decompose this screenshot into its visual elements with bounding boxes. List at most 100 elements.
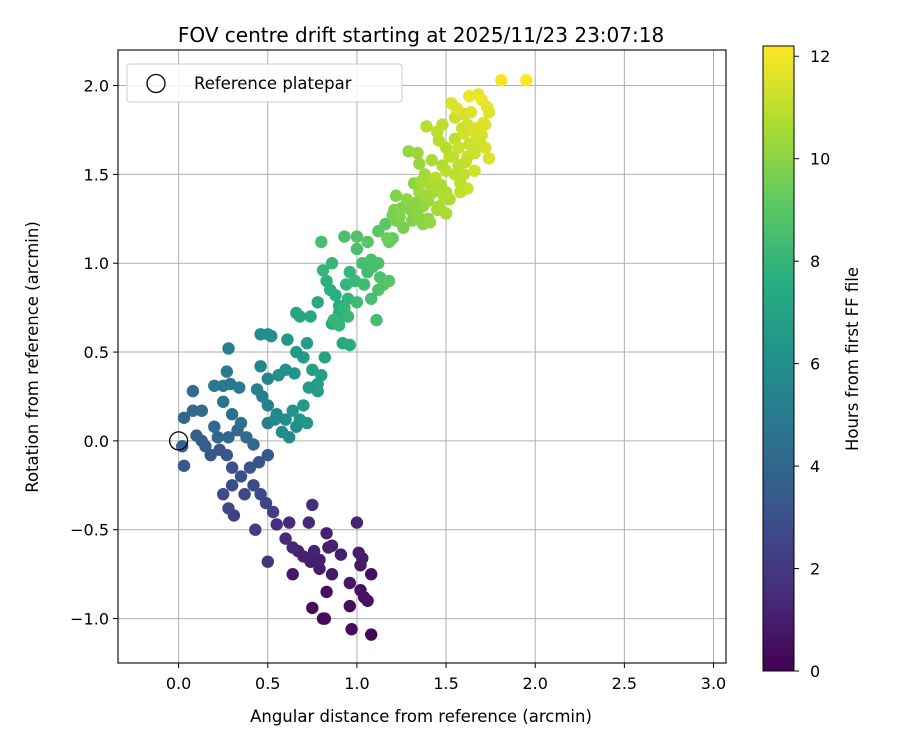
data-point	[316, 264, 330, 277]
y-tick-label: 0.5	[84, 343, 109, 362]
data-point	[365, 568, 378, 581]
colorbar-tick-label: 2	[810, 560, 820, 579]
colorbar-tick-label: 0	[810, 662, 820, 681]
data-point	[217, 395, 230, 408]
data-point	[475, 93, 488, 107]
data-point	[313, 562, 326, 575]
data-point	[306, 601, 319, 615]
y-axis-ticks: −1.0 −0.5 0.0 0.5 1.0 1.5 2.0	[70, 77, 118, 629]
data-point	[279, 413, 292, 426]
x-tick-label: 1.5	[433, 674, 458, 693]
data-point	[261, 555, 274, 568]
data-point	[350, 230, 364, 243]
y-tick-label: 1.5	[84, 165, 109, 184]
data-point	[397, 221, 410, 234]
y-tick-label: −1.0	[70, 610, 109, 629]
colorbar-ticks: 0 2 4 6 8 10 12	[794, 47, 830, 681]
data-point	[297, 399, 310, 412]
data-point	[413, 157, 426, 170]
data-point	[304, 310, 317, 323]
data-point	[463, 90, 476, 103]
data-point	[454, 185, 467, 199]
colorbar-gradient	[762, 45, 795, 672]
data-point	[247, 479, 260, 492]
data-point	[249, 523, 262, 536]
data-point	[208, 420, 221, 433]
x-tick-label: 3.0	[701, 674, 726, 693]
data-point	[340, 278, 353, 291]
data-point	[324, 283, 337, 297]
data-point	[302, 516, 315, 529]
x-tick-label: 2.5	[612, 674, 637, 693]
colorbar-label: Hours from first FF file	[843, 267, 862, 451]
data-point	[222, 502, 235, 515]
colorbar-tick-label: 6	[810, 355, 820, 374]
data-point	[250, 383, 264, 396]
data-point	[211, 431, 224, 444]
x-axis-label: Angular distance from reference (arcmin)	[250, 707, 592, 726]
data-point	[382, 274, 396, 288]
data-point	[473, 136, 487, 149]
data-point	[464, 106, 478, 119]
data-point	[265, 329, 278, 343]
x-axis-ticks: 0.0 0.5 1.0 1.5 2.0 2.5 3.0	[166, 663, 726, 693]
data-point	[338, 301, 351, 314]
data-point	[315, 235, 328, 249]
data-point	[261, 372, 274, 385]
data-point	[423, 216, 437, 229]
data-point	[297, 351, 310, 364]
data-point	[186, 384, 200, 398]
data-point	[438, 191, 451, 204]
data-point	[272, 369, 285, 382]
data-point	[243, 461, 257, 474]
data-point	[425, 154, 438, 167]
data-point	[306, 498, 319, 512]
data-point	[409, 203, 422, 217]
data-point	[252, 456, 266, 469]
data-point	[343, 265, 356, 279]
data-point	[195, 404, 208, 417]
data-point	[217, 488, 230, 501]
x-tick-label: 0.0	[166, 674, 191, 693]
data-point	[234, 416, 248, 430]
plot-frame	[117, 49, 727, 664]
data-point	[225, 479, 239, 492]
data-point	[233, 381, 246, 394]
data-point	[357, 278, 371, 291]
data-point	[420, 120, 433, 133]
x-tick-label: 1.0	[344, 674, 369, 693]
data-point	[343, 599, 356, 613]
data-point	[436, 118, 449, 131]
data-point	[365, 292, 378, 305]
chart-title: FOV centre drift starting at 2025/11/23 …	[178, 23, 664, 47]
x-tick-label: 2.0	[522, 674, 547, 693]
data-point	[217, 379, 230, 392]
data-point	[343, 338, 356, 352]
reference-point	[168, 431, 189, 451]
data-point	[439, 164, 453, 177]
data-point	[213, 443, 226, 456]
data-point	[325, 539, 339, 552]
data-point	[393, 210, 406, 224]
data-point	[286, 541, 299, 554]
y-axis-label: Rotation from reference (arcmin)	[23, 221, 42, 493]
grid-lines	[118, 50, 726, 663]
data-point	[468, 164, 481, 177]
data-point	[389, 189, 403, 202]
data-point	[259, 496, 273, 510]
data-point	[266, 505, 280, 519]
data-point	[414, 175, 428, 188]
data-point	[270, 518, 283, 531]
data-point	[452, 141, 465, 154]
data-point	[427, 180, 440, 193]
data-point	[311, 296, 324, 309]
data-point	[495, 74, 508, 87]
data-point	[290, 420, 303, 433]
data-point	[222, 342, 235, 355]
data-point	[343, 576, 356, 590]
colorbar-tick-label: 8	[810, 252, 820, 271]
data-point	[345, 623, 358, 636]
data-point	[455, 122, 469, 135]
data-point	[307, 544, 321, 558]
